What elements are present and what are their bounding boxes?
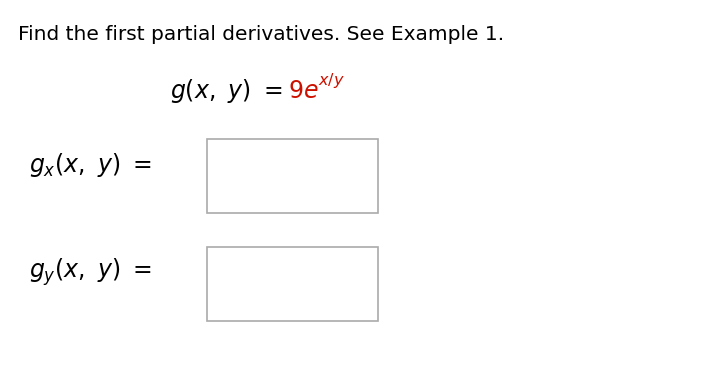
FancyBboxPatch shape [207,139,378,213]
Text: $x/y$: $x/y$ [318,71,345,90]
Text: $g(x,\ y)\ =$: $g(x,\ y)\ =$ [170,77,282,105]
Text: Find the first partial derivatives. See Example 1.: Find the first partial derivatives. See … [18,25,504,44]
FancyBboxPatch shape [207,247,378,321]
Text: $9e$: $9e$ [287,79,318,103]
Text: $g_x(x,\ y)\ =$: $g_x(x,\ y)\ =$ [29,151,152,179]
Text: $g_y(x,\ y)\ =$: $g_y(x,\ y)\ =$ [29,256,152,288]
